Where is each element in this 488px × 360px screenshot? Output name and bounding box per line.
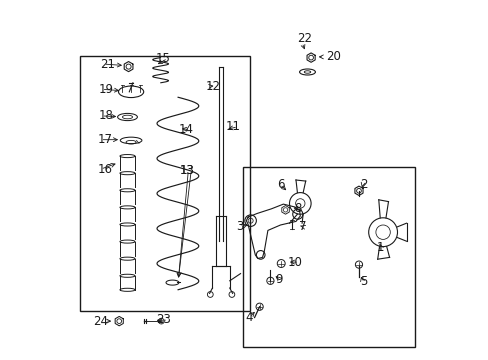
Text: 12: 12 xyxy=(205,80,221,93)
Text: 9: 9 xyxy=(274,273,282,286)
Text: 14: 14 xyxy=(178,123,193,136)
Text: 4: 4 xyxy=(244,311,252,324)
Text: 16: 16 xyxy=(98,163,112,176)
Bar xyxy=(80,56,249,311)
Text: 23: 23 xyxy=(156,313,170,326)
Bar xyxy=(242,167,415,347)
Text: 17: 17 xyxy=(98,133,112,146)
Text: 6: 6 xyxy=(276,178,284,191)
Text: 8: 8 xyxy=(294,202,302,215)
Text: 7: 7 xyxy=(298,220,306,233)
Text: 11: 11 xyxy=(225,120,241,133)
Text: 18: 18 xyxy=(99,109,113,122)
Text: 22: 22 xyxy=(296,32,311,45)
Text: 15: 15 xyxy=(156,52,170,65)
Text: 24: 24 xyxy=(93,315,107,328)
Text: 21: 21 xyxy=(101,58,115,71)
Text: 13: 13 xyxy=(179,164,194,177)
Text: 1: 1 xyxy=(376,241,384,254)
Text: 13: 13 xyxy=(179,164,194,177)
Text: 3: 3 xyxy=(236,220,243,233)
Text: 20: 20 xyxy=(326,50,341,63)
Text: 10: 10 xyxy=(286,256,302,269)
Text: 2: 2 xyxy=(359,178,366,191)
Text: 19: 19 xyxy=(99,83,114,96)
Text: 5: 5 xyxy=(359,275,366,288)
